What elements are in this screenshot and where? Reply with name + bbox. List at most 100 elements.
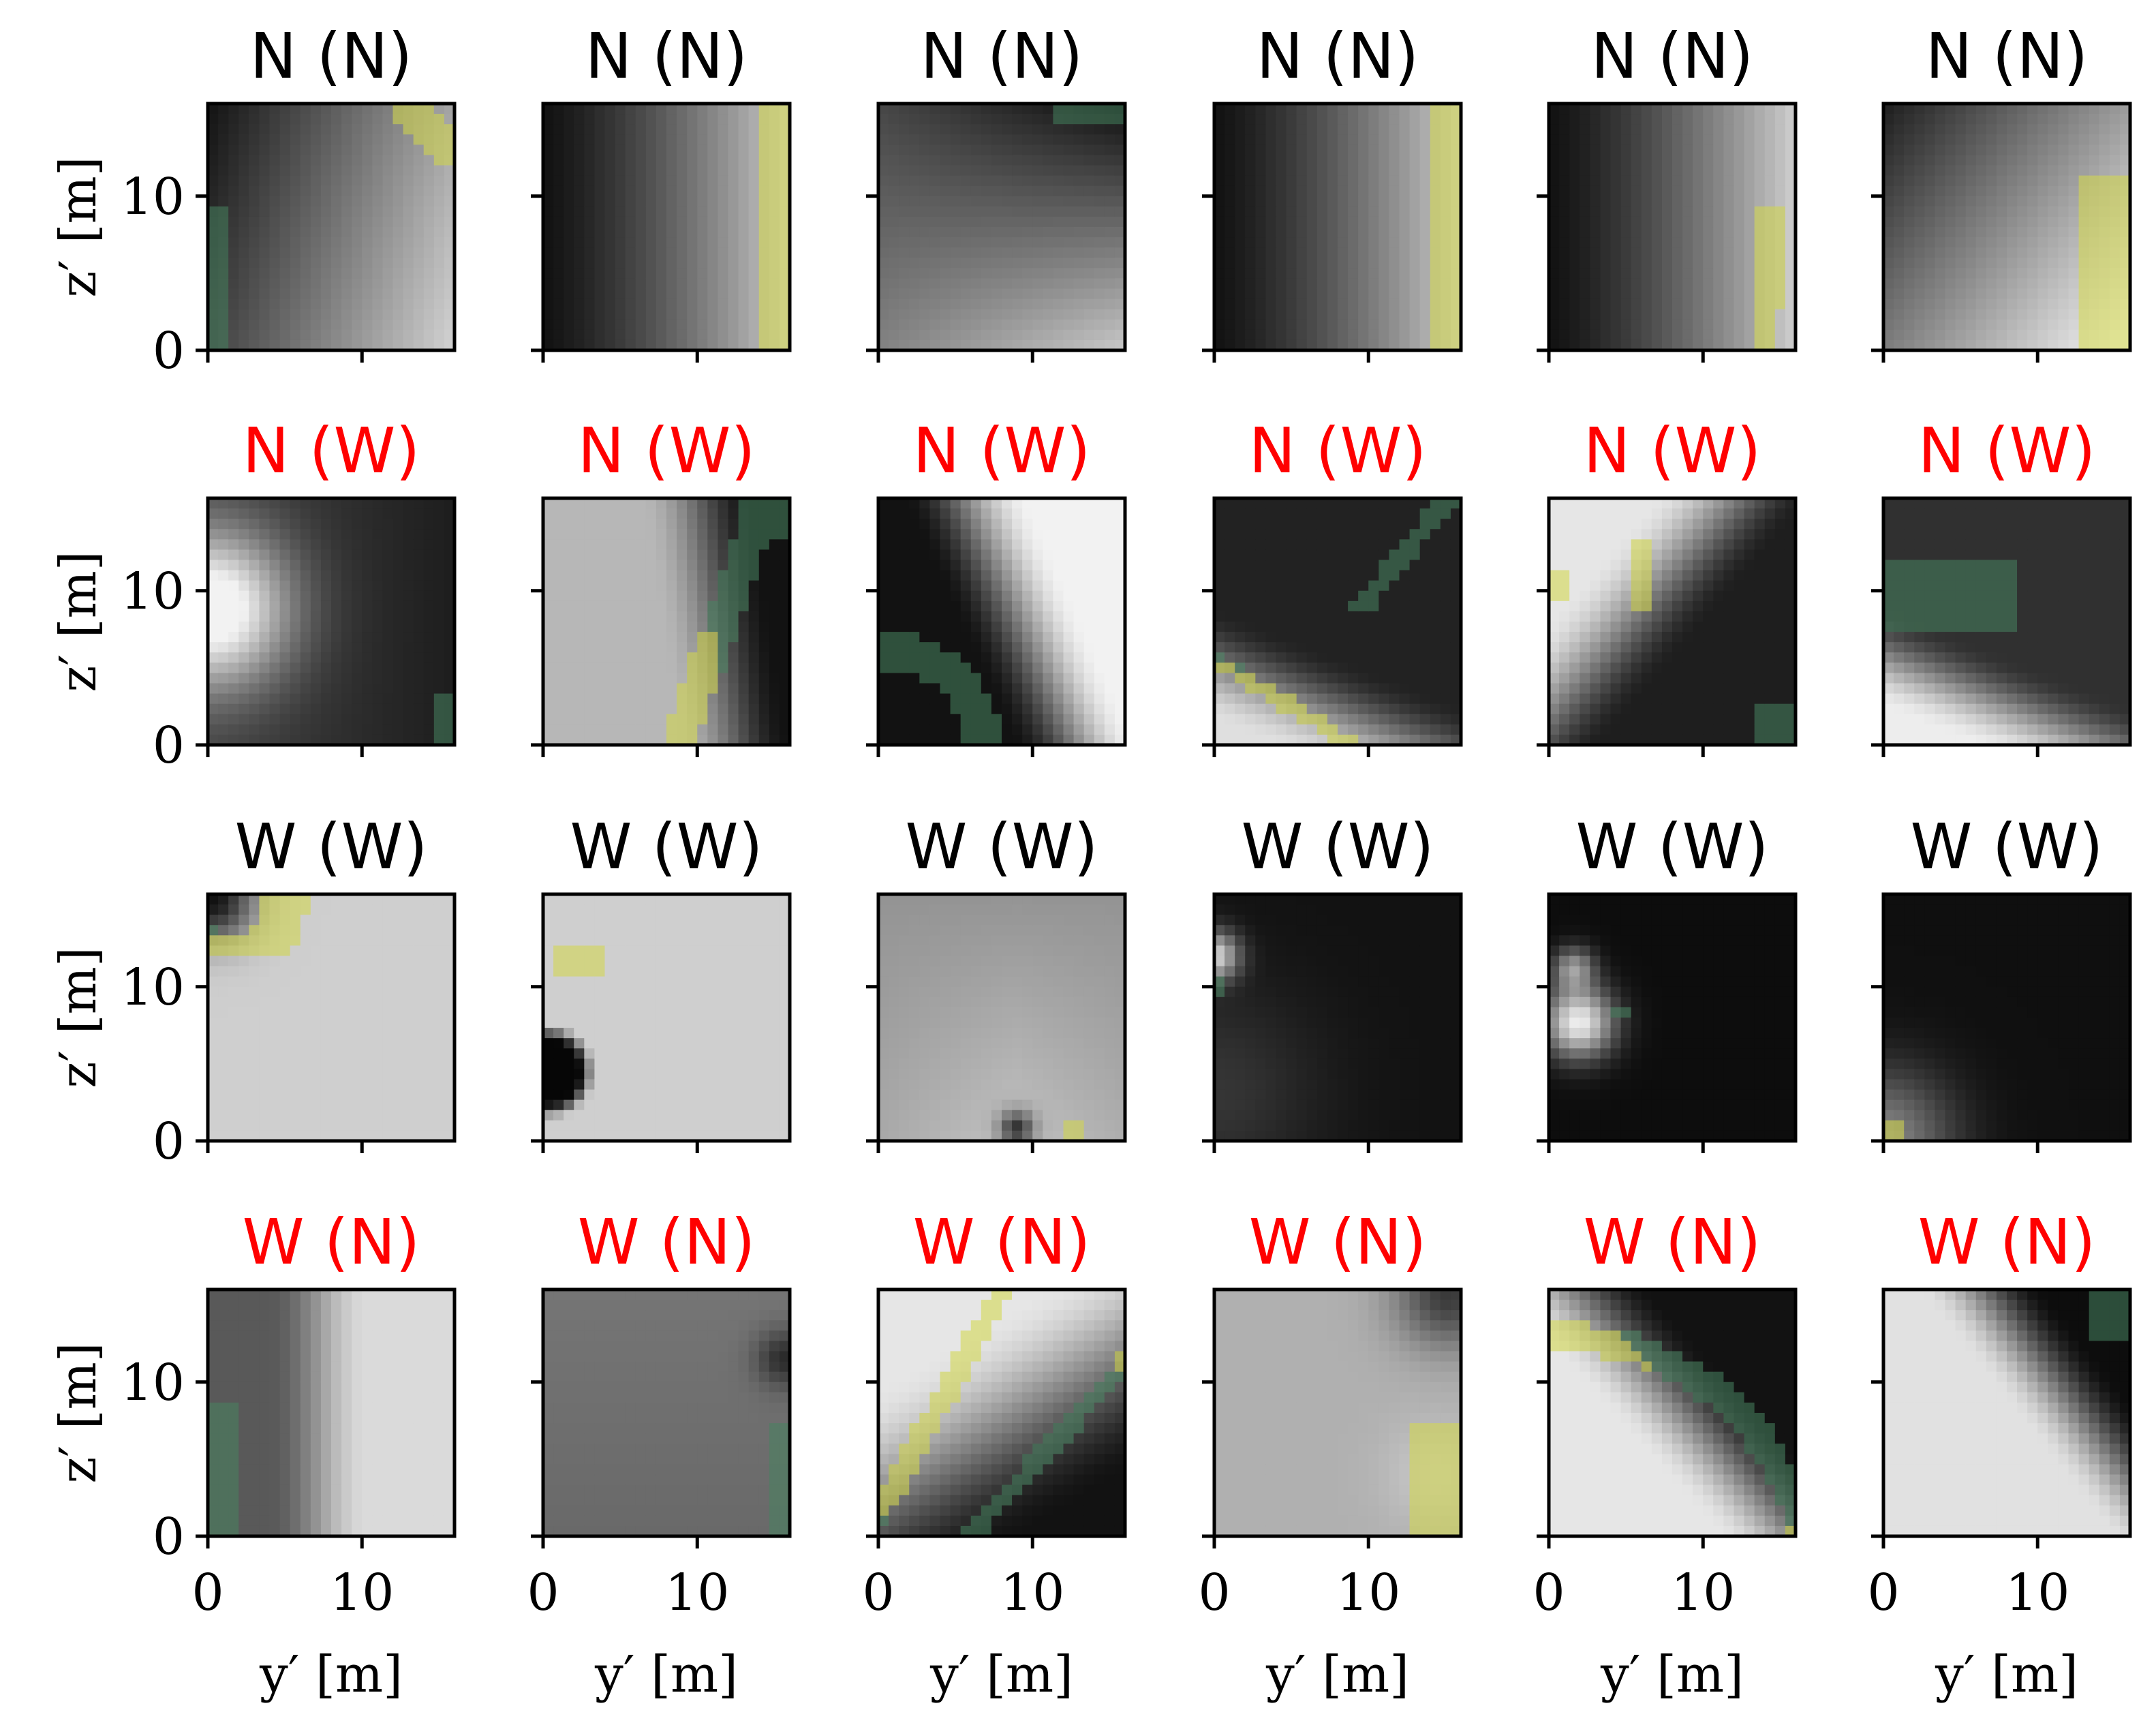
heatmap-cell bbox=[2089, 278, 2100, 290]
heatmap-cell bbox=[341, 673, 352, 684]
heatmap-cell bbox=[320, 580, 332, 592]
heatmap-cell bbox=[1430, 124, 1441, 135]
heatmap-cell bbox=[1590, 134, 1601, 145]
heatmap-cell bbox=[1419, 124, 1431, 135]
heatmap-cell bbox=[1600, 278, 1612, 290]
heatmap-cell bbox=[1883, 155, 1894, 166]
heatmap-cell bbox=[707, 155, 719, 166]
heatmap-cell bbox=[707, 560, 719, 571]
heatmap-cell bbox=[1316, 319, 1328, 331]
heatmap-cell bbox=[687, 288, 698, 300]
heatmap-cell bbox=[1255, 268, 1267, 279]
heatmap-cell bbox=[1255, 124, 1267, 135]
heatmap-cell bbox=[940, 662, 951, 674]
heatmap-cell bbox=[687, 549, 698, 561]
heatmap-cell bbox=[403, 662, 414, 674]
heatmap-cell bbox=[707, 206, 719, 217]
heatmap-cell bbox=[392, 570, 404, 581]
heatmap-cell bbox=[372, 734, 384, 746]
heatmap-cell bbox=[697, 237, 708, 248]
heatmap-cell bbox=[1022, 247, 1033, 258]
heatmap-cell bbox=[991, 734, 1002, 746]
heatmap-cell bbox=[940, 104, 951, 115]
heatmap-cell bbox=[352, 642, 363, 653]
heatmap-cell bbox=[1327, 185, 1338, 197]
heatmap-cell bbox=[635, 155, 647, 166]
heatmap-cell bbox=[950, 104, 961, 115]
heatmap-cell bbox=[208, 580, 219, 592]
heatmap-cell bbox=[1785, 196, 1796, 207]
heatmap-cell bbox=[423, 185, 435, 197]
heatmap-cell bbox=[878, 144, 889, 156]
heatmap-cell bbox=[1945, 227, 1956, 238]
heatmap-cell bbox=[341, 549, 352, 561]
heatmap-cell bbox=[2068, 247, 2080, 258]
heatmap-cell bbox=[218, 196, 229, 207]
heatmap-cell bbox=[1286, 114, 1297, 125]
heatmap-cell bbox=[2027, 165, 2038, 177]
heatmap-cell bbox=[1883, 134, 1894, 145]
heatmap-cell bbox=[433, 299, 445, 310]
heatmap-cell bbox=[279, 590, 291, 602]
heatmap-cell bbox=[1235, 227, 1246, 238]
heatmap-cell bbox=[543, 652, 554, 663]
heatmap-cell bbox=[929, 549, 941, 561]
heatmap-cell bbox=[738, 339, 750, 351]
heatmap-cell bbox=[444, 714, 455, 725]
heatmap-cell bbox=[1785, 155, 1796, 166]
heatmap-cell bbox=[1450, 309, 1462, 320]
heatmap-cell bbox=[1265, 278, 1277, 290]
heatmap-cell bbox=[615, 693, 626, 705]
heatmap-cell bbox=[228, 519, 239, 530]
heatmap-cell bbox=[940, 309, 951, 320]
heatmap-cell bbox=[1379, 329, 1390, 341]
heatmap-cell bbox=[1063, 114, 1075, 125]
heatmap-cell bbox=[382, 693, 394, 705]
heatmap-cell bbox=[615, 652, 626, 663]
heatmap-cell bbox=[584, 580, 596, 592]
heatmap-cell bbox=[981, 309, 992, 320]
heatmap-cell bbox=[1368, 227, 1379, 238]
heatmap-cell bbox=[625, 185, 636, 197]
heatmap-cell bbox=[718, 114, 729, 125]
heatmap-cell bbox=[940, 185, 951, 197]
heatmap-cell bbox=[1327, 175, 1338, 187]
heatmap-cell bbox=[615, 196, 626, 207]
heatmap-cell bbox=[403, 268, 414, 279]
heatmap-cell bbox=[208, 237, 219, 248]
heatmap-cell bbox=[1440, 114, 1451, 125]
heatmap-cell bbox=[403, 185, 414, 197]
heatmap-cell bbox=[1904, 247, 1915, 258]
heatmap-cell bbox=[331, 319, 342, 331]
heatmap-cell bbox=[1094, 268, 1105, 279]
heatmap-cell bbox=[362, 237, 373, 248]
heatmap-cell bbox=[656, 185, 667, 197]
heatmap-cell bbox=[687, 693, 698, 705]
heatmap-cell bbox=[1924, 155, 1936, 166]
heatmap-cell bbox=[1348, 165, 1359, 177]
heatmap-cell bbox=[208, 498, 219, 509]
heatmap-cell bbox=[960, 247, 972, 258]
heatmap-cell bbox=[718, 519, 729, 530]
heatmap-cell bbox=[981, 570, 992, 581]
heatmap-cell bbox=[228, 590, 239, 602]
heatmap-cell bbox=[1610, 175, 1622, 187]
heatmap-cell bbox=[259, 714, 271, 725]
heatmap-cell bbox=[392, 673, 404, 684]
heatmap-cell bbox=[1904, 299, 1915, 310]
heatmap-cell bbox=[635, 237, 647, 248]
heatmap-cell bbox=[970, 216, 982, 228]
heatmap-cell bbox=[738, 196, 750, 207]
heatmap-cell bbox=[310, 549, 322, 561]
heatmap-cell bbox=[2048, 237, 2059, 248]
heatmap-cell bbox=[625, 683, 636, 694]
heatmap-cell bbox=[228, 673, 239, 684]
heatmap-cell bbox=[2109, 155, 2121, 166]
heatmap-cell bbox=[279, 662, 291, 674]
heatmap-cell bbox=[970, 227, 982, 238]
heatmap-cell bbox=[625, 247, 636, 258]
heatmap-cell bbox=[878, 247, 889, 258]
heatmap-cell bbox=[1955, 247, 1967, 258]
heatmap-cell bbox=[1641, 227, 1652, 238]
heatmap-cell bbox=[543, 339, 554, 351]
